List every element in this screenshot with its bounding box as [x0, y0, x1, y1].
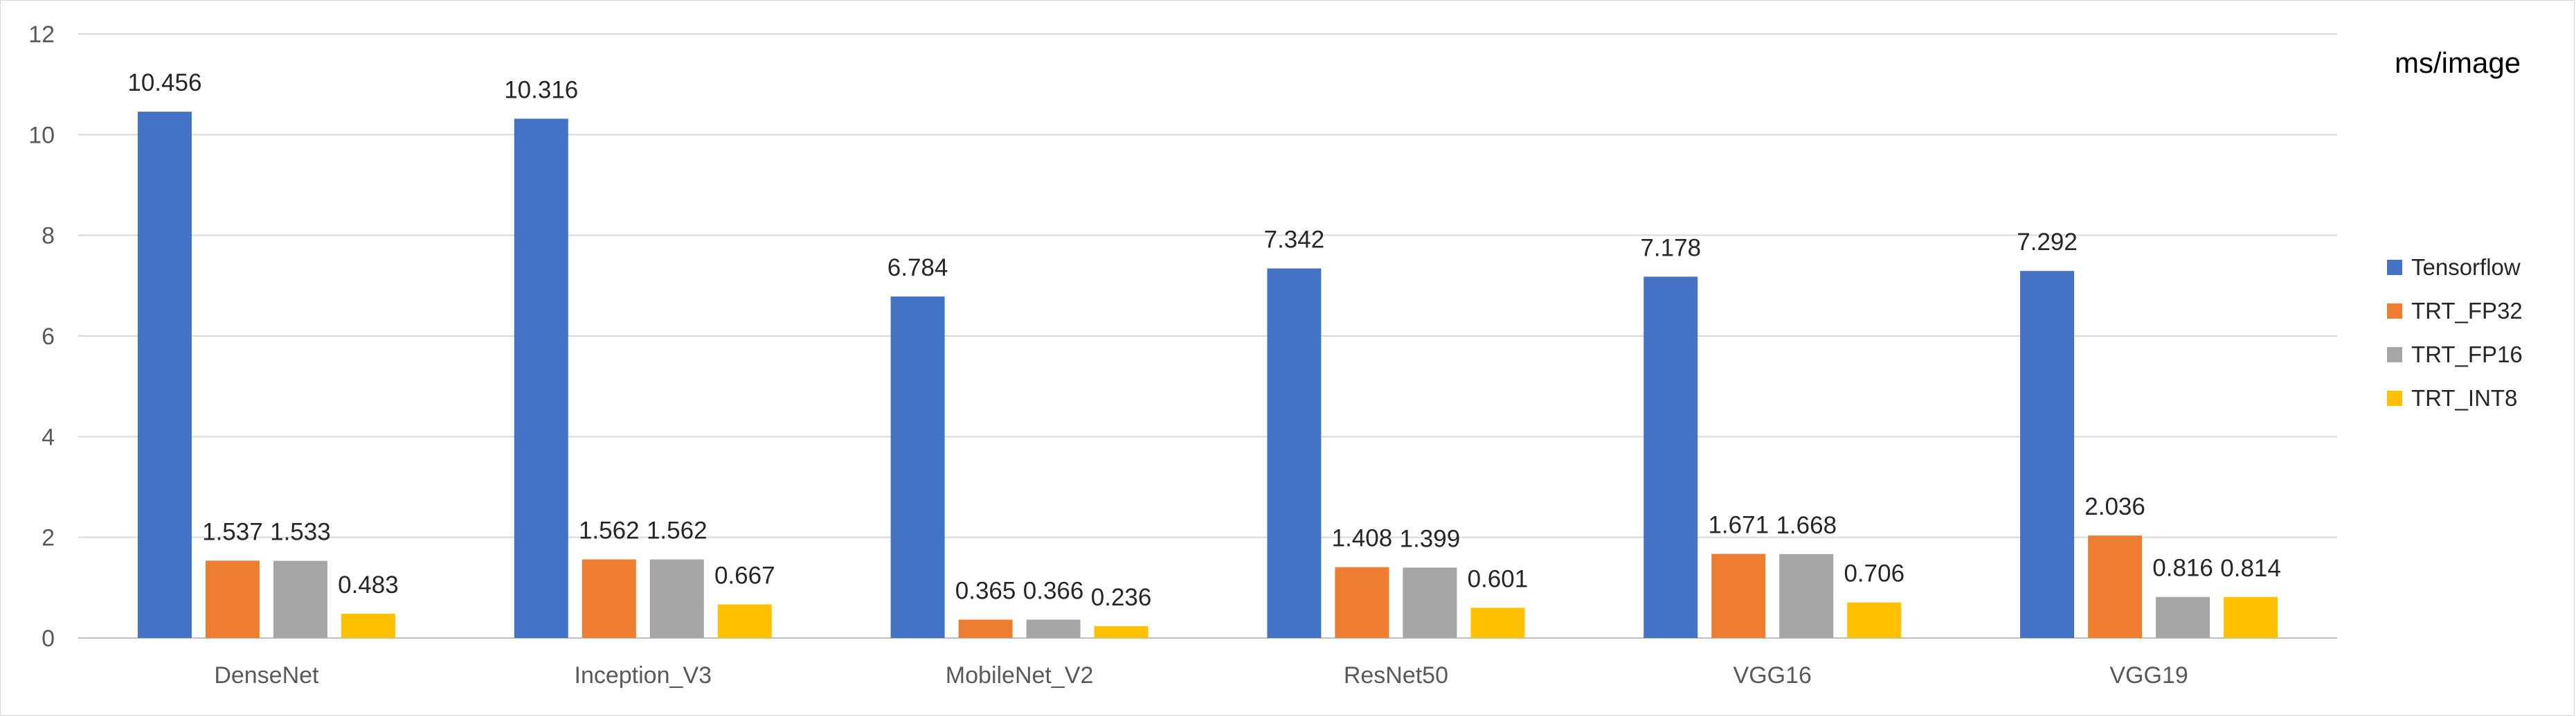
bar-tensorflow-vgg16	[1643, 276, 1698, 638]
legend-label: TRT_INT8	[2411, 385, 2517, 411]
bar-tensorflow-vgg19	[2020, 271, 2075, 639]
bar-trt_fp16-resnet50	[1403, 567, 1457, 638]
legend-swatch-tensorflow	[2387, 260, 2402, 275]
bar-trt_fp32-vgg19	[2088, 535, 2143, 638]
bars	[137, 112, 2278, 639]
bar-trt_int8-densenet	[341, 613, 395, 638]
data-label: 1.562	[647, 517, 708, 544]
y-tick-label: 10	[28, 122, 55, 148]
legend-label: TRT_FP32	[2411, 298, 2523, 324]
bar-trt_int8-vgg19	[2224, 596, 2278, 638]
bar-tensorflow-densenet	[137, 112, 192, 638]
y-tick-label: 12	[28, 21, 55, 48]
bar-trt_int8-mobilenet_v2	[1094, 626, 1149, 638]
bar-tensorflow-resnet50	[1267, 268, 1322, 638]
gridlines	[78, 33, 2337, 639]
bar-trt_fp32-densenet	[205, 560, 260, 638]
unit-label: ms/image	[2395, 46, 2521, 79]
bar-trt_fp16-vgg16	[1779, 554, 1834, 638]
data-label: 1.671	[1708, 512, 1769, 539]
data-label: 0.816	[2152, 555, 2213, 582]
bar-trt_fp32-mobilenet_v2	[958, 619, 1013, 638]
bar-trt_fp16-inception_v3	[649, 559, 704, 638]
legend-swatch-trt_int8	[2387, 391, 2402, 406]
data-label: 1.668	[1776, 512, 1837, 539]
x-axis-categories: DenseNet Inception_V3 MobileNet_V2 ResNet50…	[214, 662, 2188, 689]
bar-tensorflow-mobilenet_v2	[890, 296, 945, 638]
y-tick-label: 2	[42, 525, 55, 551]
data-label: 1.562	[579, 517, 640, 544]
bar-trt_int8-vgg16	[1847, 602, 1902, 638]
data-label: 6.784	[888, 254, 948, 281]
data-label: 7.178	[1640, 234, 1701, 261]
bar-trt_int8-resnet50	[1470, 608, 1525, 638]
data-label: 2.036	[2084, 493, 2145, 520]
data-label: 0.814	[2220, 555, 2281, 582]
data-label: 10.316	[504, 76, 578, 103]
legend-label: Tensorflow	[2411, 254, 2521, 280]
legend: Tensorflow TRT_FP32 TRT_FP16 TRT_INT8	[2387, 254, 2523, 411]
data-label: 7.342	[1264, 226, 1325, 253]
data-label: 0.667	[714, 563, 775, 590]
legend-swatch-trt_fp32	[2387, 303, 2402, 319]
category-label: MobileNet_V2	[946, 662, 1094, 689]
category-label: VGG19	[2109, 662, 2188, 689]
category-label: Inception_V3	[575, 662, 712, 689]
data-label: 0.365	[955, 577, 1016, 604]
y-axis-ticks: 0 2 4 6 8 10 12	[28, 21, 55, 652]
bar-trt_fp16-mobilenet_v2	[1026, 619, 1081, 638]
category-label: DenseNet	[214, 662, 319, 689]
bar-trt_fp32-resnet50	[1335, 567, 1389, 638]
y-tick-label: 6	[42, 324, 55, 350]
legend-swatch-trt_fp16	[2387, 347, 2402, 362]
data-label: 0.601	[1468, 565, 1529, 592]
bar-trt_fp16-densenet	[273, 560, 327, 638]
legend-label: TRT_FP16	[2411, 342, 2523, 367]
bar-tensorflow-inception_v3	[514, 118, 568, 638]
y-tick-label: 0	[42, 626, 55, 652]
data-label: 7.292	[2017, 229, 2078, 256]
y-tick-label: 8	[42, 223, 55, 249]
data-label: 1.408	[1332, 525, 1393, 552]
data-label: 1.537	[202, 518, 263, 545]
bar-trt_fp32-inception_v3	[582, 559, 636, 638]
category-label: ResNet50	[1344, 662, 1448, 689]
data-label: 0.483	[338, 572, 399, 599]
y-tick-label: 4	[42, 424, 55, 450]
data-label: 0.366	[1023, 577, 1084, 604]
data-label: 0.236	[1091, 584, 1152, 611]
data-label: 10.456	[127, 69, 201, 96]
data-label: 1.399	[1400, 525, 1461, 552]
data-label: 0.706	[1844, 560, 1904, 587]
bar-trt_fp32-vgg16	[1711, 554, 1766, 638]
data-label: 1.533	[270, 519, 331, 546]
bar-trt_fp16-vgg19	[2156, 596, 2210, 638]
bar-trt_int8-inception_v3	[717, 604, 772, 638]
category-label: VGG16	[1733, 662, 1812, 689]
